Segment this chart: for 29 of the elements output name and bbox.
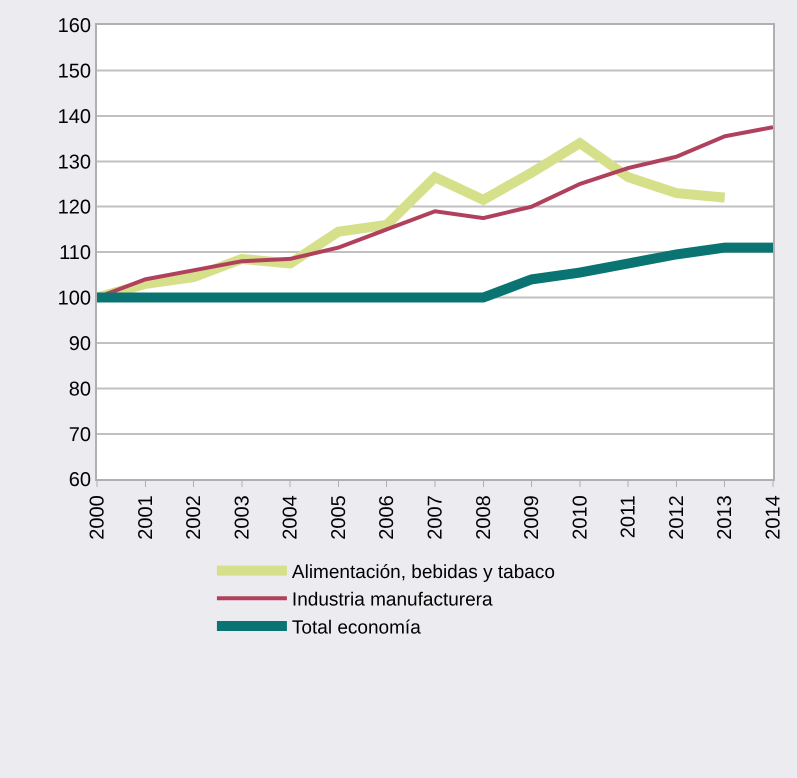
x-tick-label: 2014 xyxy=(762,495,784,540)
legend-label: Alimentación, bebidas y tabaco xyxy=(292,562,555,583)
x-tick-label: 2008 xyxy=(472,495,495,540)
x-tick-label: 2010 xyxy=(569,495,592,540)
x-tick-label: 2012 xyxy=(666,495,688,540)
y-tick-label: 120 xyxy=(58,196,91,219)
y-tick-label: 140 xyxy=(58,106,91,128)
x-tick-label: 2004 xyxy=(280,495,302,540)
y-tick-label: 110 xyxy=(59,242,91,264)
legend-label: Total economía xyxy=(292,617,422,638)
y-tick-label: 70 xyxy=(68,424,91,446)
x-tick-label: 2007 xyxy=(424,495,446,540)
x-tick-label: 2002 xyxy=(183,495,206,540)
y-tick-label: 130 xyxy=(58,151,91,174)
x-tick-label: 2001 xyxy=(134,495,157,540)
x-tick-label: 2009 xyxy=(521,495,544,540)
x-tick-label: 2013 xyxy=(714,495,736,540)
y-tick-label: 160 xyxy=(58,15,91,37)
x-tick-label: 2000 xyxy=(86,495,108,540)
y-tick-label: 150 xyxy=(58,60,91,82)
y-tick-label: 100 xyxy=(58,288,91,310)
x-tick-label: 2003 xyxy=(231,495,254,540)
x-tick-label: 2005 xyxy=(328,495,350,540)
y-tick-label: 90 xyxy=(68,332,91,355)
y-tick-label: 60 xyxy=(68,469,91,492)
x-tick-label: 2011 xyxy=(618,495,640,538)
y-tick-label: 80 xyxy=(68,378,91,400)
x-tick-label: 2006 xyxy=(376,495,398,540)
legend-label: Industria manufacturera xyxy=(292,590,494,611)
